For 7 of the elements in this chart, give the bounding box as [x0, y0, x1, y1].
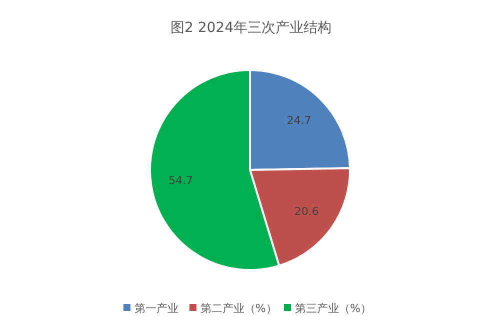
legend-label: 第一产业 [134, 302, 178, 315]
chart-title: 图2 2024年三次产业结构 [170, 20, 332, 36]
data-label: 24.7 [286, 114, 312, 127]
legend-label: 第二产业（%） [200, 302, 277, 315]
data-label: 20.6 [294, 204, 319, 218]
legend-label: 第三产业（%） [295, 302, 372, 315]
data-label: 54.7 [168, 174, 194, 188]
